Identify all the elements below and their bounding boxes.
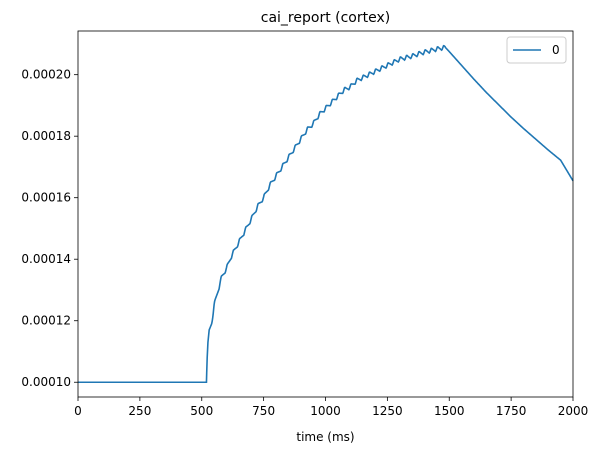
legend: 0 <box>506 36 567 64</box>
x-tick-label: 2000 <box>558 404 589 418</box>
chart-title: cai_report (cortex) <box>261 10 390 26</box>
x-tick-label: 500 <box>190 404 213 418</box>
x-tick-label: 1500 <box>434 404 465 418</box>
legend-label: 0 <box>552 43 560 57</box>
y-tick-label: 0.00014 <box>21 252 71 266</box>
x-axis-label: time (ms) <box>296 430 354 444</box>
series-line-0 <box>78 44 574 384</box>
x-tick-label: 750 <box>252 404 275 418</box>
y-tick-label: 0.00018 <box>21 129 71 143</box>
x-tick-label: 250 <box>128 404 151 418</box>
x-tick-label: 0 <box>74 404 82 418</box>
x-axis: 0 250 500 750 1000 1250 1500 1750 2000 <box>74 397 588 418</box>
y-tick-label: 0.00010 <box>21 375 71 389</box>
y-tick-label: 0.00020 <box>21 68 71 82</box>
x-tick-label: 1750 <box>496 404 527 418</box>
x-tick-label: 1250 <box>372 404 403 418</box>
y-tick-label: 0.00016 <box>21 191 71 205</box>
y-axis: 0.00010 0.00012 0.00014 0.00016 0.00018 0.000… <box>21 68 78 389</box>
y-tick-label: 0.00012 <box>21 314 71 328</box>
plot-frame <box>77 30 574 398</box>
plot-area <box>77 30 574 398</box>
x-tick-label: 1000 <box>310 404 341 418</box>
